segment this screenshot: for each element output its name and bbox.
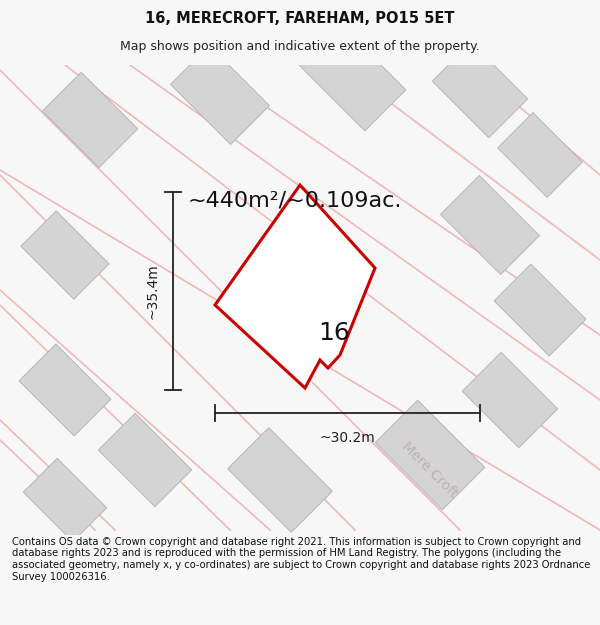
Text: ~440m²/~0.109ac.: ~440m²/~0.109ac. [188,190,402,210]
Polygon shape [440,176,539,274]
Polygon shape [42,72,138,168]
Polygon shape [19,344,111,436]
Text: Mere Croft: Mere Croft [399,439,461,501]
Polygon shape [227,428,332,532]
Polygon shape [432,42,528,138]
Text: Contains OS data © Crown copyright and database right 2021. This information is : Contains OS data © Crown copyright and d… [12,537,590,582]
Polygon shape [215,185,375,388]
Text: 16, MERECROFT, FAREHAM, PO15 5ET: 16, MERECROFT, FAREHAM, PO15 5ET [145,11,455,26]
Polygon shape [21,211,109,299]
Polygon shape [170,46,269,144]
Text: ~35.4m: ~35.4m [146,263,160,319]
Polygon shape [375,400,485,510]
Polygon shape [497,112,583,198]
Text: 16: 16 [318,321,350,346]
Polygon shape [494,264,586,356]
Text: Map shows position and indicative extent of the property.: Map shows position and indicative extent… [120,40,480,53]
Polygon shape [462,352,558,447]
Text: ~30.2m: ~30.2m [320,431,376,445]
Polygon shape [23,458,107,542]
Polygon shape [98,413,191,507]
Polygon shape [294,19,406,131]
